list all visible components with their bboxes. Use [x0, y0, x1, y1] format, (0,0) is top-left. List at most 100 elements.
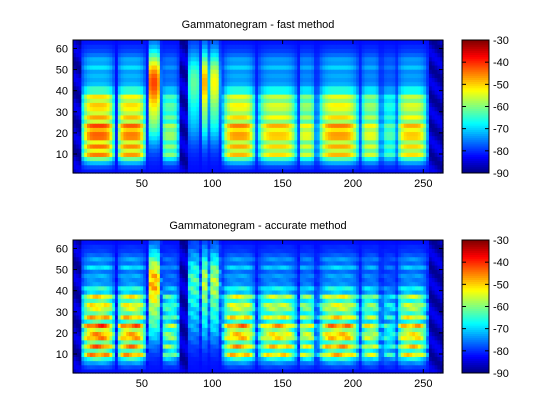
heatmap-cell [241, 64, 245, 70]
heatmap-cell [106, 256, 111, 262]
heatmap-cell [378, 56, 382, 62]
heatmap-cell [291, 139, 296, 145]
heatmap-cell [199, 60, 203, 66]
heatmap-cell [389, 118, 394, 124]
heatmap-cell [73, 110, 77, 116]
heatmap-cell [339, 139, 343, 145]
heatmap-cell [274, 152, 279, 157]
heatmap-cell [255, 102, 259, 108]
colorbar-swatch [462, 164, 489, 168]
heatmap-cell [78, 269, 83, 274]
heatmap-cell [101, 285, 105, 291]
heatmap-cell [151, 48, 155, 54]
heatmap-cell [367, 64, 371, 70]
heatmap-cell [179, 102, 183, 108]
heatmap-cell [154, 168, 158, 174]
heatmap-cell [381, 52, 385, 58]
heatmap-cell [185, 94, 189, 99]
heatmap-cell [274, 168, 279, 174]
heatmap-cell [403, 127, 408, 133]
heatmap-cell [277, 123, 282, 128]
y-tick-label: 50 [56, 65, 68, 77]
heatmap-cell [101, 352, 105, 357]
heatmap-cell [325, 48, 329, 54]
heatmap-cell [165, 52, 169, 58]
heatmap-cell [123, 85, 127, 91]
heatmap-cell [241, 168, 245, 174]
heatmap-cell [386, 52, 391, 58]
heatmap-cell [165, 44, 169, 49]
heatmap-cell [95, 240, 99, 245]
heatmap-cell [392, 56, 396, 62]
heatmap-cell [143, 164, 147, 170]
heatmap-cell [117, 106, 122, 112]
heatmap-cell [372, 156, 377, 162]
heatmap-cell [395, 69, 399, 74]
heatmap-cell [224, 168, 228, 174]
heatmap-cell [308, 127, 312, 133]
heatmap-cell [263, 143, 268, 149]
heatmap-cell [280, 135, 284, 141]
heatmap-cell [182, 77, 186, 83]
heatmap-cell [322, 98, 326, 103]
heatmap-cell [95, 352, 99, 357]
heatmap-cell [241, 94, 245, 99]
heatmap-cell [238, 143, 242, 149]
heatmap-cell [92, 56, 97, 62]
heatmap-cell [274, 77, 279, 83]
heatmap-cell [75, 348, 80, 353]
heatmap-cell [215, 94, 220, 99]
heatmap-cell [255, 60, 259, 66]
heatmap-cell [246, 64, 251, 70]
heatmap-cell [227, 139, 231, 145]
heatmap-cell [101, 139, 105, 145]
heatmap-cell [95, 273, 99, 279]
heatmap-cell [384, 48, 388, 54]
heatmap-cell [165, 81, 169, 87]
heatmap-cell [378, 123, 382, 128]
heatmap-cell [308, 156, 312, 162]
heatmap-cell [207, 168, 211, 174]
heatmap-cell [302, 94, 307, 99]
heatmap-cell [344, 123, 349, 128]
heatmap-cell [182, 60, 186, 66]
heatmap-cell [325, 127, 329, 133]
heatmap-cell [123, 44, 127, 49]
heatmap-cell [213, 73, 217, 79]
heatmap-cell [129, 156, 133, 162]
heatmap-cell [263, 127, 268, 133]
heatmap-cell [333, 77, 338, 83]
heatmap-cell [375, 44, 380, 49]
heatmap-cell [126, 264, 130, 270]
heatmap-cell [92, 281, 97, 287]
heatmap-cell [115, 77, 119, 83]
heatmap-cell [134, 114, 139, 120]
heatmap-cell [154, 127, 158, 133]
heatmap-cell [314, 102, 318, 108]
heatmap-cell [87, 64, 91, 70]
heatmap-cell [381, 156, 385, 162]
heatmap-cell [92, 264, 97, 270]
heatmap-cell [131, 139, 136, 145]
heatmap-cell [437, 114, 441, 120]
heatmap-cell [78, 156, 83, 162]
heatmap-cell [151, 143, 155, 149]
heatmap-cell [126, 331, 130, 337]
heatmap-cell [395, 131, 399, 137]
heatmap-cell [126, 98, 130, 103]
heatmap-cell [229, 156, 234, 162]
heatmap-cell [117, 69, 122, 74]
heatmap-cell [78, 123, 83, 128]
heatmap-cell [95, 368, 99, 374]
heatmap-cell [210, 85, 214, 91]
heatmap-cell [269, 98, 273, 103]
heatmap-cell [112, 302, 116, 308]
heatmap-cell [227, 110, 231, 116]
heatmap-cell [78, 52, 83, 58]
heatmap-cell [101, 152, 105, 157]
heatmap-cell [123, 294, 127, 299]
heatmap-cell [115, 85, 119, 91]
heatmap-cell [241, 77, 245, 83]
heatmap-cell [266, 94, 270, 99]
heatmap-cell [193, 81, 197, 87]
